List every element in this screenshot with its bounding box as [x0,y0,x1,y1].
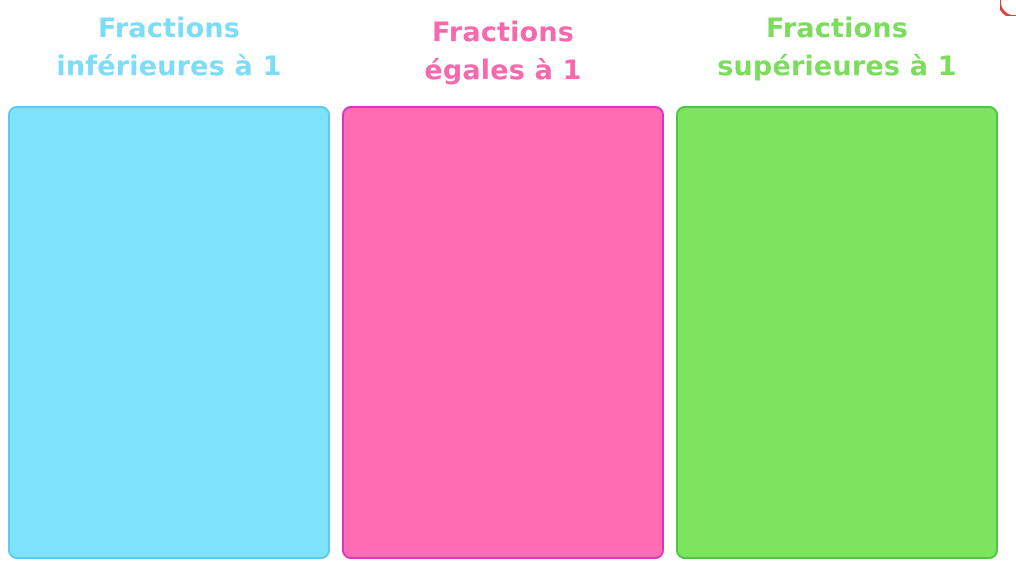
category-heading-inferieures: Fractions inférieures à 1 [8,10,330,86]
corner-indicator-icon [1000,0,1016,16]
category-column-superieures: Fractions supérieures à 1 [676,0,998,577]
heading-line1: Fractions [97,13,241,44]
heading-line1: Fractions [431,17,575,48]
heading-line2: inférieures à 1 [56,51,282,82]
drop-zone-inferieures[interactable] [8,106,330,559]
drop-zone-egales[interactable] [342,106,664,559]
category-column-inferieures: Fractions inférieures à 1 [8,0,330,577]
heading-line2: supérieures à 1 [717,51,957,82]
drop-zone-superieures[interactable] [676,106,998,559]
heading-line2: égales à 1 [424,55,582,86]
category-heading-superieures: Fractions supérieures à 1 [676,10,998,86]
heading-line1: Fractions [765,13,909,44]
category-heading-egales: Fractions égales à 1 [342,14,664,90]
category-column-egales: Fractions égales à 1 [342,0,664,577]
